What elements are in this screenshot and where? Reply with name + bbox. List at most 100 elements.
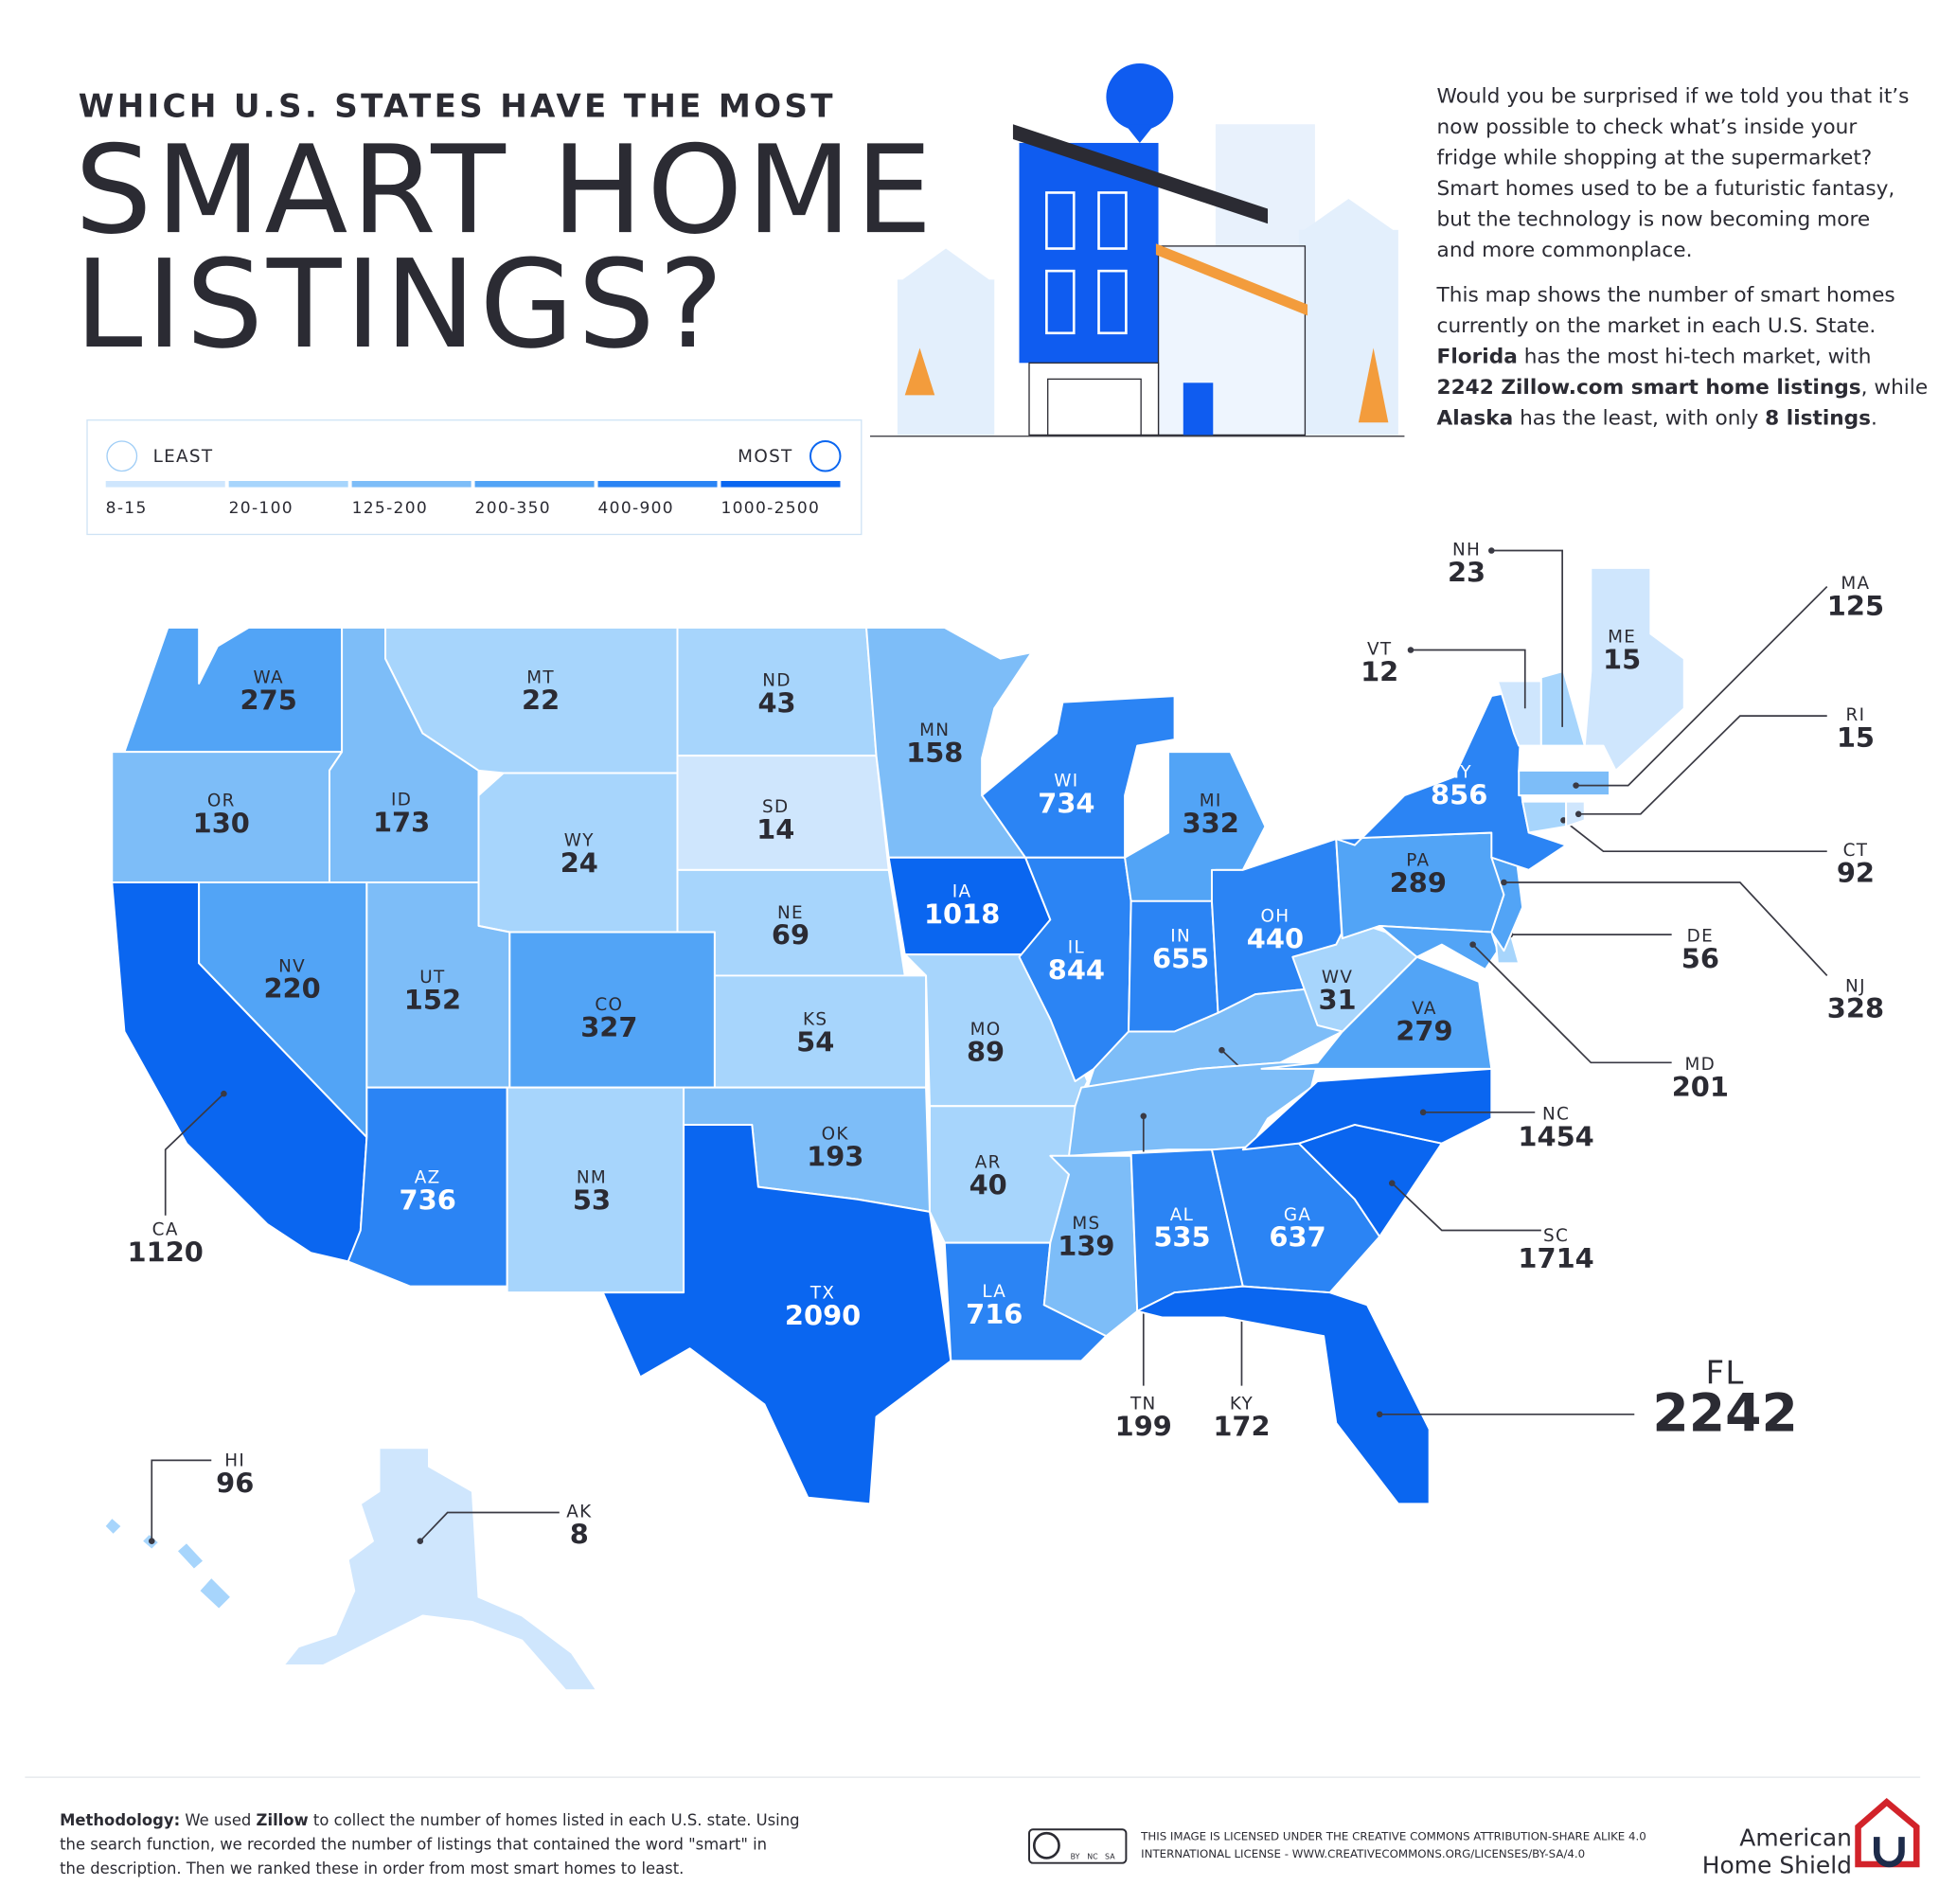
legend-swatch <box>228 481 348 488</box>
state-abbr: GA <box>1284 1205 1311 1225</box>
garage-door <box>1047 378 1142 436</box>
text-run: to collect the number of homes listed in… <box>309 1811 800 1829</box>
intro-line: 2242 Zillow.com smart home listings, whi… <box>1437 376 1929 400</box>
text-run: 2242 Zillow.com smart home listings <box>1437 376 1861 400</box>
least-icon <box>106 440 138 472</box>
text-run: the description. Then we ranked these in… <box>60 1860 684 1877</box>
cc-label: BY <box>1071 1853 1080 1861</box>
intro-line: currently on the market in each U.S. Sta… <box>1437 314 1877 338</box>
legend-least: LEAST <box>153 447 214 467</box>
state <box>1241 1067 1493 1151</box>
state-value: 328 <box>1827 992 1884 1024</box>
methodology-line: the description. Then we ranked these in… <box>60 1860 684 1877</box>
state-abbr: WI <box>1054 772 1078 792</box>
intro-line: but the technology is now becoming more <box>1437 208 1871 232</box>
legend-label: 400-900 <box>598 499 674 518</box>
state-value: 2242 <box>1652 1384 1797 1445</box>
state-abbr: OK <box>822 1124 849 1144</box>
state <box>1521 800 1568 834</box>
leader-dot <box>148 1538 155 1544</box>
state-value: 279 <box>1396 1015 1452 1047</box>
state-abbr: CA <box>152 1220 179 1240</box>
state-abbr: MN <box>919 721 950 740</box>
leader-dot <box>1407 647 1414 653</box>
text-run: now possible to check what’s inside your <box>1437 116 1858 139</box>
state-abbr: ND <box>762 670 792 690</box>
door <box>1183 383 1214 436</box>
state-abbr: KY <box>1230 1394 1254 1414</box>
state-abbr: FL <box>1705 1354 1744 1392</box>
leader-line <box>164 1093 224 1216</box>
window <box>1097 191 1128 250</box>
leader-dot <box>1389 1180 1396 1186</box>
state-abbr: SC <box>1543 1226 1569 1246</box>
state-abbr: ID <box>391 790 412 810</box>
state-abbr: NM <box>577 1167 607 1187</box>
text-run: has the least, with only <box>1513 407 1765 431</box>
state-value: 15 <box>1837 721 1875 754</box>
state-value: 1714 <box>1518 1242 1593 1274</box>
legend-swatch <box>597 481 718 488</box>
text-run: the search function, we recorded the num… <box>60 1835 767 1853</box>
intro-line: Alaska has the least, with only 8 listin… <box>1437 407 1877 431</box>
state-value: 1454 <box>1518 1120 1593 1152</box>
state-value: 275 <box>240 685 297 717</box>
cc-label: SA <box>1105 1853 1115 1861</box>
legend-most: MOST <box>738 447 792 467</box>
intro-line: now possible to check what’s inside your <box>1437 116 1858 139</box>
leader-dot <box>1376 1411 1383 1418</box>
title: SMART HOME <box>75 120 936 261</box>
brand: American <box>1739 1824 1852 1852</box>
leader-dot <box>1573 782 1579 789</box>
roof <box>1012 124 1269 224</box>
state-abbr: NJ <box>1845 976 1866 996</box>
text-run: Would you be surprised if we told you th… <box>1437 84 1910 108</box>
tree <box>1358 347 1389 423</box>
state <box>601 1123 952 1505</box>
text-run: This map shows the number of smart homes <box>1436 283 1895 307</box>
state-value: 14 <box>756 813 794 845</box>
window <box>1045 269 1076 335</box>
state-value: 69 <box>772 919 809 952</box>
text-run: fridge while shopping at the supermarket… <box>1437 146 1873 169</box>
state-abbr: MO <box>970 1020 1002 1040</box>
state-value: 844 <box>1048 954 1105 987</box>
state-abbr: NH <box>1452 541 1481 561</box>
state-value: 92 <box>1837 857 1875 889</box>
legend-label: 20-100 <box>229 499 294 518</box>
state-value: 201 <box>1672 1071 1729 1103</box>
text-run: We used <box>180 1811 256 1829</box>
state <box>1583 566 1685 772</box>
title: LISTINGS? <box>75 235 727 376</box>
state-abbr: IN <box>1170 927 1191 947</box>
text-run: , while <box>1861 376 1929 400</box>
intro-line: fridge while shopping at the supermarket… <box>1437 146 1873 169</box>
methodology-line: the search function, we recorded the num… <box>60 1835 767 1853</box>
state-value: 56 <box>1681 943 1719 975</box>
state-value: 440 <box>1247 923 1304 955</box>
intro-line: This map shows the number of smart homes <box>1436 283 1895 307</box>
state-value: 193 <box>807 1140 863 1172</box>
legend-swatch <box>105 481 225 488</box>
state-value: 655 <box>1152 943 1209 975</box>
state-abbr: KS <box>803 1010 827 1030</box>
text-run: currently on the market in each U.S. Sta… <box>1437 314 1877 338</box>
wifi-pin <box>1106 62 1174 131</box>
legend-swatch <box>474 481 595 488</box>
state-value: 856 <box>1431 778 1487 810</box>
state <box>198 1575 233 1610</box>
state-abbr: TN <box>1130 1394 1157 1414</box>
state-value: 53 <box>573 1183 611 1216</box>
license-line: INTERNATIONAL LICENSE - WWW.CREATIVECOMM… <box>1141 1847 1585 1860</box>
state-value: 12 <box>1361 655 1398 687</box>
state-value: 172 <box>1213 1410 1270 1442</box>
state-value: 152 <box>404 984 461 1016</box>
text-run: Smart homes used to be a futuristic fant… <box>1437 177 1895 201</box>
state-value: 24 <box>560 847 598 880</box>
state <box>282 1447 598 1692</box>
leader-dot <box>1419 1109 1427 1116</box>
state-value: 8 <box>570 1518 589 1550</box>
state-value: 54 <box>796 1026 834 1059</box>
logo-shield <box>1873 1837 1905 1868</box>
